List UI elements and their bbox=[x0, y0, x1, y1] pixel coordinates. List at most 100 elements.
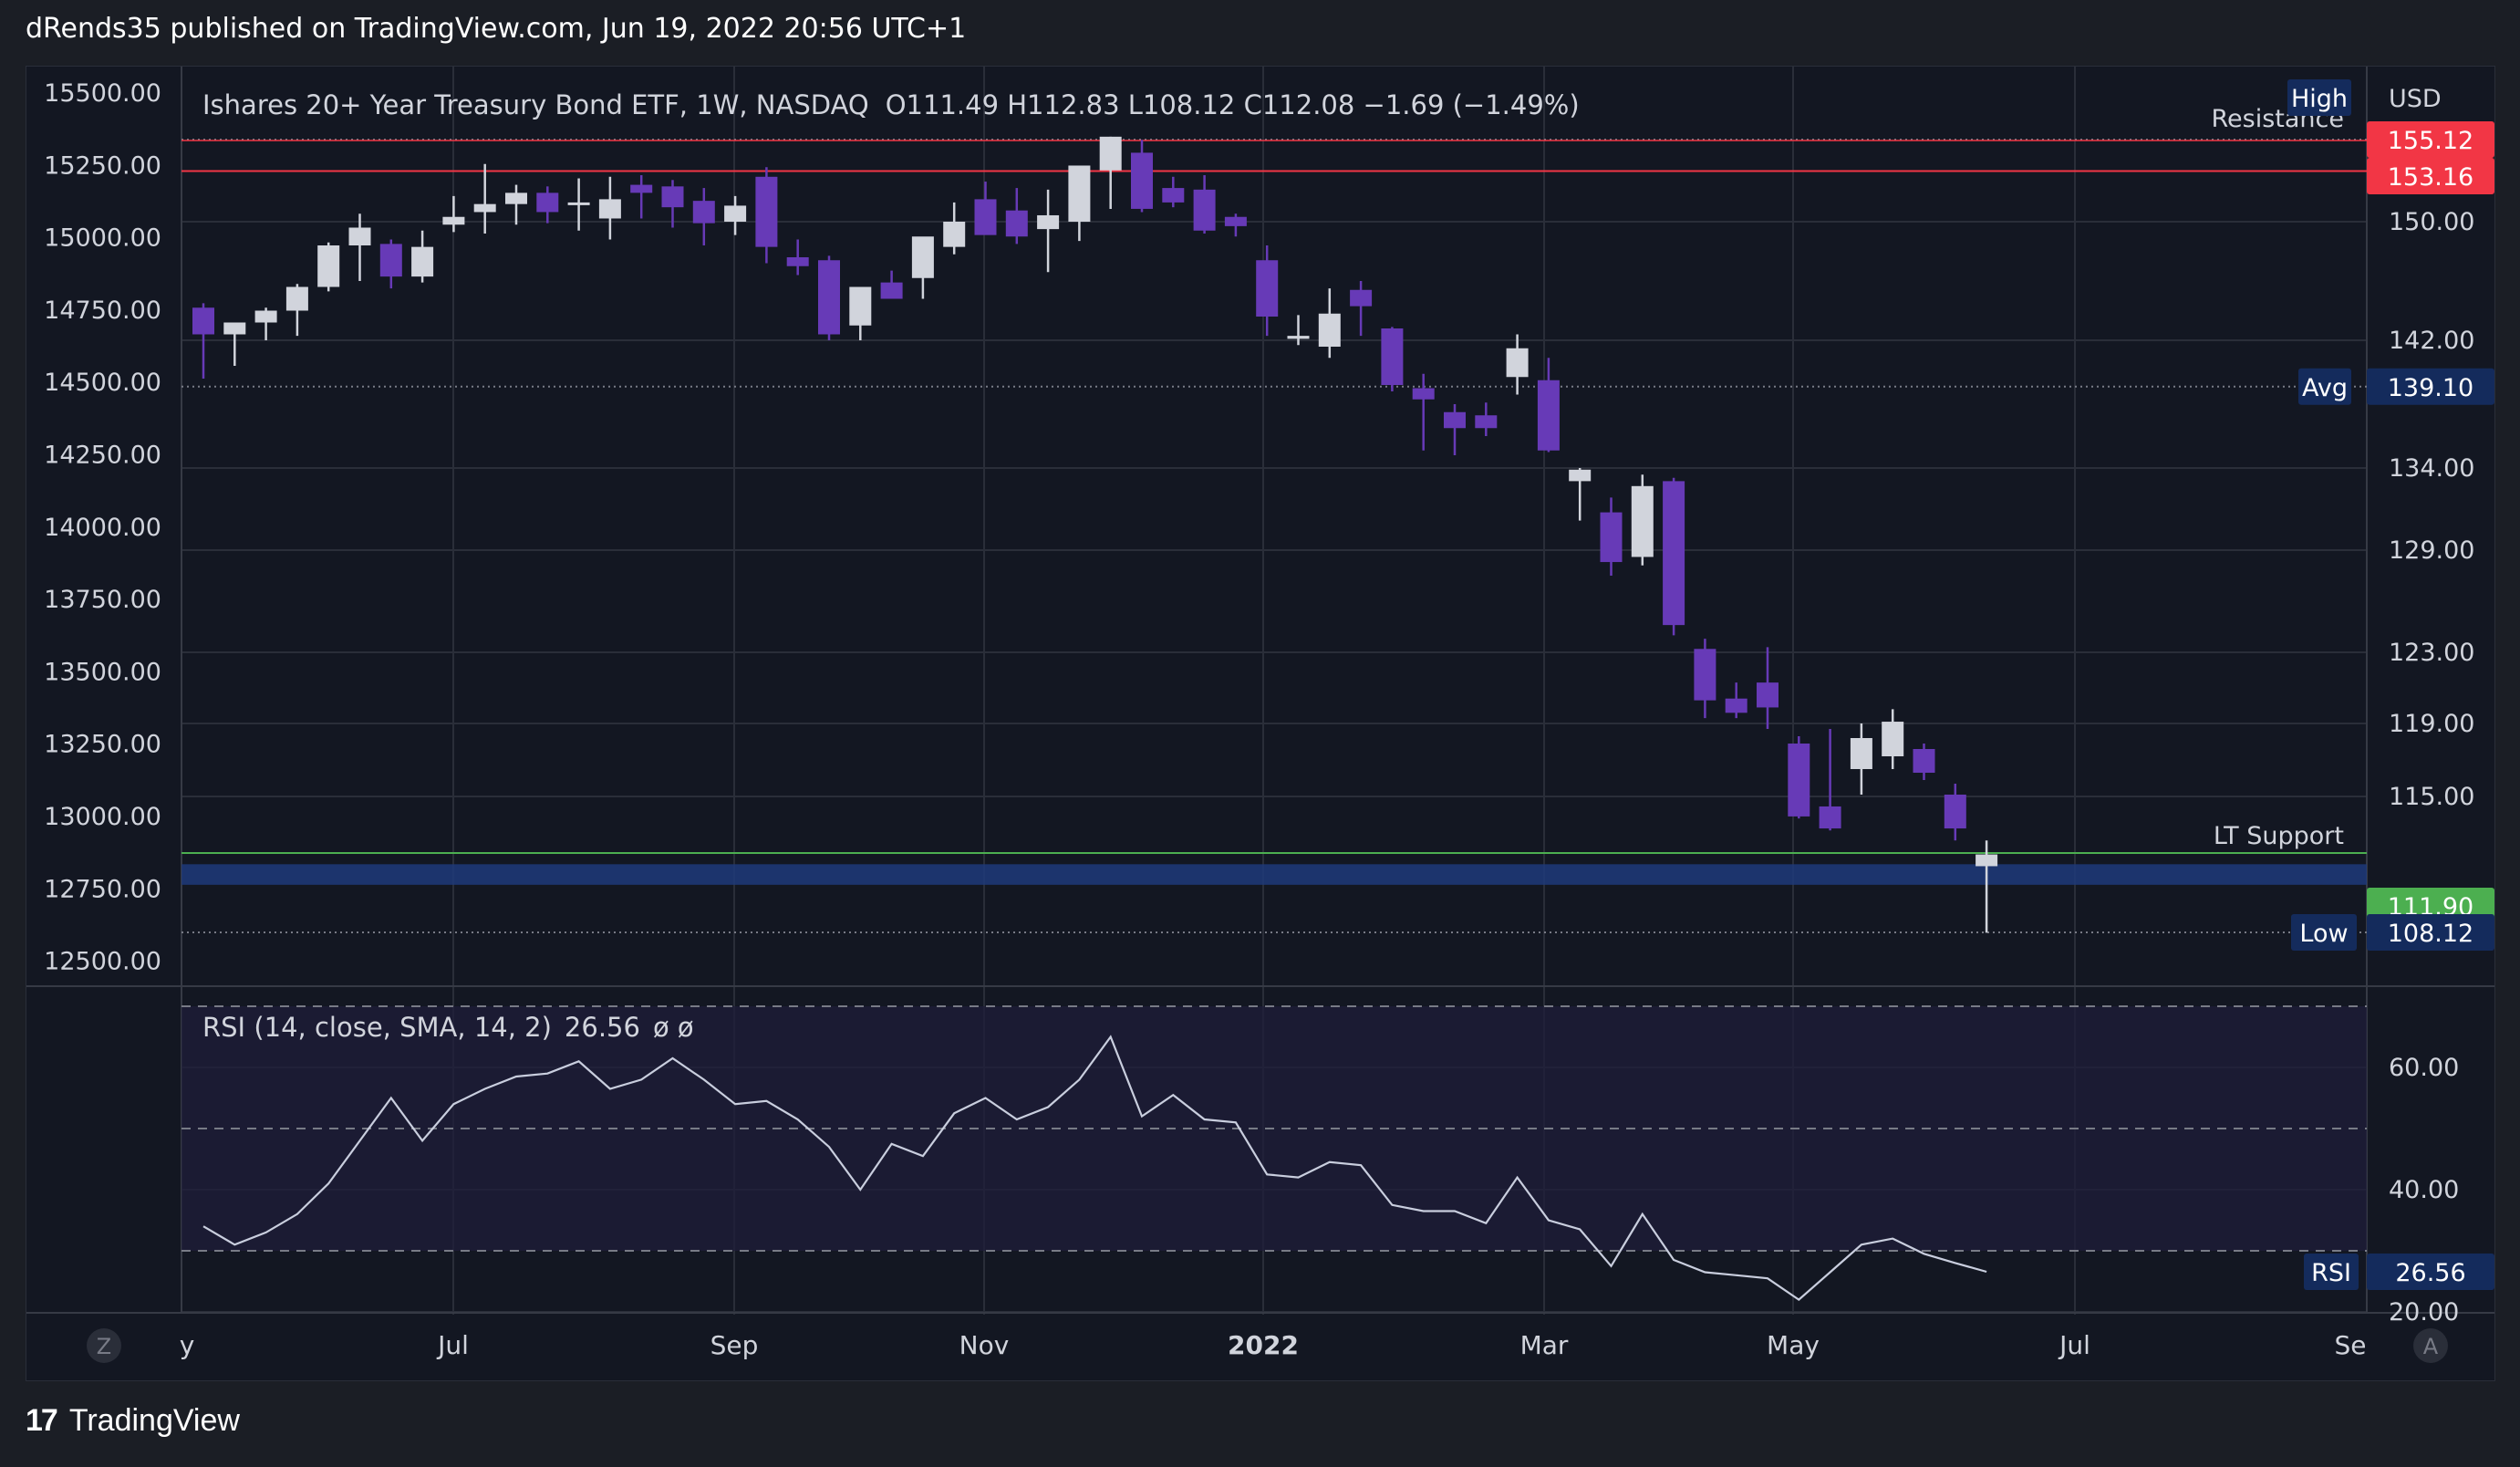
candle-16[interactable] bbox=[692, 188, 715, 245]
candle-25[interactable] bbox=[974, 182, 997, 235]
candle-19[interactable] bbox=[786, 239, 809, 276]
rsi-tick: 20.00 bbox=[2389, 1298, 2459, 1327]
candle-57[interactable] bbox=[1976, 840, 1998, 933]
candle-21[interactable] bbox=[849, 286, 872, 341]
footer-brand[interactable]: 17 TradingView bbox=[26, 1403, 240, 1439]
candle-5[interactable] bbox=[348, 213, 371, 281]
candle-23[interactable] bbox=[911, 236, 934, 299]
candle-15[interactable] bbox=[661, 180, 684, 228]
candle-39[interactable] bbox=[1412, 373, 1435, 451]
price-tick-right: 150.00 bbox=[2389, 208, 2474, 236]
candle-54[interactable] bbox=[1882, 709, 1904, 769]
candle-9[interactable] bbox=[473, 163, 496, 234]
candle-30[interactable] bbox=[1131, 140, 1153, 213]
low-price-tag-bg bbox=[2367, 914, 2494, 951]
candle-body bbox=[911, 236, 934, 278]
candle-56[interactable] bbox=[1944, 784, 1966, 841]
candle-31[interactable] bbox=[1162, 176, 1185, 208]
candle-48[interactable] bbox=[1694, 639, 1716, 719]
candle-33[interactable] bbox=[1224, 213, 1247, 237]
avg-label-bg bbox=[2298, 368, 2351, 405]
candle-body bbox=[974, 199, 997, 235]
price-tick-right: 123.00 bbox=[2389, 639, 2474, 667]
publish-header: dRends35 published on TradingView.com, J… bbox=[26, 13, 967, 45]
auto-scale-button[interactable]: A bbox=[2413, 1328, 2448, 1363]
candle-20[interactable] bbox=[818, 255, 840, 340]
candle-13[interactable] bbox=[598, 176, 621, 240]
candle-4[interactable] bbox=[317, 242, 340, 292]
price-tick-left: 13250.00 bbox=[44, 731, 161, 759]
candle-8[interactable] bbox=[442, 195, 465, 233]
symbol-legend[interactable]: Ishares 20+ Year Treasury Bond ETF, 1W, … bbox=[202, 89, 1580, 120]
candle-36[interactable] bbox=[1318, 288, 1341, 359]
rsi-line[interactable] bbox=[202, 1035, 1987, 1301]
candle-51[interactable] bbox=[1788, 736, 1810, 819]
candle-28[interactable] bbox=[1068, 165, 1091, 242]
candle-17[interactable] bbox=[724, 195, 747, 235]
candle-44[interactable] bbox=[1569, 468, 1592, 521]
candle-45[interactable] bbox=[1600, 497, 1623, 576]
candle-43[interactable] bbox=[1537, 358, 1560, 453]
candle-49[interactable] bbox=[1725, 682, 1747, 719]
candle-37[interactable] bbox=[1350, 281, 1373, 337]
rsi-label-tag-text: RSI bbox=[2311, 1259, 2351, 1287]
symbol-title: Ishares 20+ Year Treasury Bond ETF, 1W, … bbox=[202, 89, 869, 120]
candle-41[interactable] bbox=[1475, 402, 1498, 436]
price-tick-left: 13750.00 bbox=[44, 586, 161, 614]
candle-7[interactable] bbox=[411, 230, 434, 283]
candle-body bbox=[192, 307, 214, 335]
candle-35[interactable] bbox=[1287, 315, 1310, 346]
chart-panel[interactable]: Resistance LT Support 150.00 142.00 134.00 1… bbox=[26, 66, 2495, 1381]
candle-2[interactable] bbox=[254, 307, 277, 340]
currency-label[interactable]: USD bbox=[2389, 85, 2442, 113]
candle-27[interactable] bbox=[1037, 189, 1060, 273]
candle-11[interactable] bbox=[536, 186, 559, 224]
candle-body bbox=[379, 244, 402, 277]
time-tick: May bbox=[1767, 1330, 1820, 1360]
candle-53[interactable] bbox=[1850, 723, 1872, 795]
candle-body bbox=[630, 184, 653, 193]
candle-34[interactable] bbox=[1256, 245, 1279, 337]
candle-body bbox=[1131, 152, 1153, 209]
candle-46[interactable] bbox=[1631, 474, 1654, 566]
candle-body bbox=[661, 186, 684, 208]
low-label-text: Low bbox=[2299, 920, 2348, 948]
rsi-indicator[interactable] bbox=[202, 1035, 1987, 1301]
candle-3[interactable] bbox=[285, 284, 308, 337]
support-label: LT Support bbox=[2214, 822, 2344, 850]
candle-50[interactable] bbox=[1757, 647, 1779, 729]
candle-52[interactable] bbox=[1819, 729, 1841, 831]
candle-26[interactable] bbox=[1005, 188, 1028, 244]
candle-38[interactable] bbox=[1381, 327, 1404, 391]
scroll-left-button[interactable]: Z bbox=[87, 1328, 121, 1363]
price-tick-left: 14250.00 bbox=[44, 442, 161, 470]
candle-6[interactable] bbox=[379, 239, 402, 289]
candle-1[interactable] bbox=[223, 322, 246, 367]
candle-47[interactable] bbox=[1663, 477, 1685, 636]
candle-body bbox=[1224, 216, 1247, 226]
candle-32[interactable] bbox=[1193, 175, 1216, 234]
candles[interactable] bbox=[192, 136, 1998, 933]
candle-body bbox=[849, 286, 872, 326]
candle-22[interactable] bbox=[880, 270, 903, 299]
candle-18[interactable] bbox=[755, 167, 778, 264]
resistance-price-tag-text: 153.16 bbox=[2388, 163, 2473, 192]
rsi-legend-label: RSI (14, close, SMA, 14, 2) bbox=[202, 1012, 552, 1043]
candle-42[interactable] bbox=[1506, 334, 1529, 395]
candle-55[interactable] bbox=[1913, 744, 1935, 780]
price-tick-right: 119.00 bbox=[2389, 710, 2474, 738]
candle-0[interactable] bbox=[192, 303, 214, 379]
candle-40[interactable] bbox=[1444, 404, 1466, 455]
candle-12[interactable] bbox=[567, 178, 590, 231]
rsi-legend[interactable]: RSI (14, close, SMA, 14, 2) 26.56 ø ø bbox=[202, 1012, 694, 1043]
candle-10[interactable] bbox=[505, 184, 527, 225]
candle-14[interactable] bbox=[630, 175, 653, 219]
low-label-bg bbox=[2291, 914, 2357, 951]
candle-body bbox=[411, 246, 434, 277]
candle-29[interactable] bbox=[1099, 136, 1122, 209]
candle-24[interactable] bbox=[943, 202, 966, 255]
candle-body bbox=[348, 227, 371, 245]
price-tick-right: 142.00 bbox=[2389, 327, 2474, 355]
